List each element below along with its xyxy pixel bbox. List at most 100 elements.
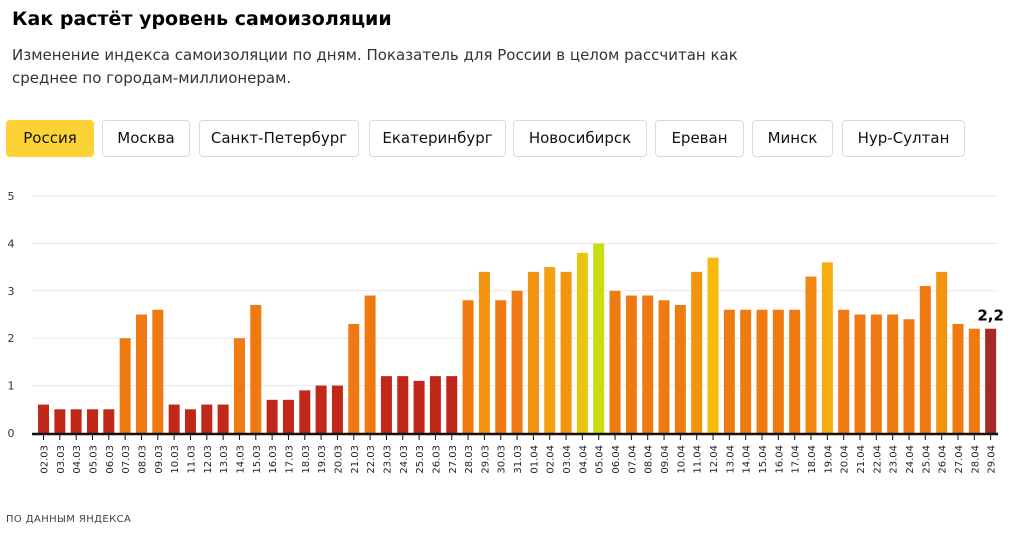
tab-novosibirsk[interactable]: Новосибирск [513, 120, 647, 157]
x-tick-label: 04.03 [72, 445, 83, 474]
x-tick-label: 14.03 [235, 445, 246, 474]
bar [315, 385, 327, 433]
x-tick-label: 09.03 [154, 445, 165, 474]
bar [348, 323, 360, 433]
x-tick-label: 14.04 [742, 445, 753, 474]
x-tick-label: 07.04 [627, 445, 638, 474]
bar [560, 271, 572, 433]
tab-minsk[interactable]: Минск [752, 120, 833, 157]
page-title: Как растёт уровень самоизоляции [12, 8, 392, 30]
tab-yekaterinburg[interactable]: Екатеринбург [369, 120, 506, 157]
tab-russia[interactable]: Россия [6, 120, 94, 157]
bar [838, 309, 850, 433]
bar [282, 399, 294, 433]
x-tick-label: 01.04 [529, 445, 540, 474]
x-tick-label: 29.04 [987, 445, 998, 474]
bar [201, 404, 213, 433]
bar [821, 262, 833, 433]
y-tick-label: 2 [8, 332, 15, 345]
x-tick-label: 18.04 [807, 445, 818, 474]
x-tick-label: 17.04 [791, 445, 802, 474]
x-tick-label: 08.04 [644, 445, 655, 474]
x-tick-label: 22.04 [872, 445, 883, 474]
bar [723, 309, 735, 433]
x-tick-label: 15.04 [758, 445, 769, 474]
x-tick-label: 08.03 [137, 445, 148, 474]
value-annotation: 2,2 [977, 307, 1004, 325]
bar [593, 243, 605, 433]
tab-moscow[interactable]: Москва [102, 120, 190, 157]
x-tick-label: 02.03 [40, 445, 51, 474]
x-tick-label: 02.04 [546, 445, 557, 474]
bar [854, 314, 866, 433]
bar [119, 338, 131, 433]
bar [870, 314, 882, 433]
bar [54, 409, 66, 433]
x-tick-label: 16.04 [774, 445, 785, 474]
bar [691, 271, 703, 433]
x-tick-label: 23.03 [382, 445, 393, 474]
bar [462, 300, 474, 433]
bar [887, 314, 899, 433]
bar [38, 404, 49, 433]
x-tick-label: 18.03 [301, 445, 312, 474]
bar [70, 409, 82, 433]
x-tick-label: 13.03 [219, 445, 230, 474]
tab-nur-sultan[interactable]: Нур-Султан [842, 120, 965, 157]
x-tick-label: 21.03 [350, 445, 361, 474]
x-tick-label: 25.03 [415, 445, 426, 474]
bar [397, 376, 409, 433]
tab-yerevan[interactable]: Ереван [655, 120, 744, 157]
bar [740, 309, 752, 433]
x-tick-label: 15.03 [252, 445, 263, 474]
bar [789, 309, 801, 433]
bar [266, 399, 278, 433]
x-tick-label: 11.04 [693, 445, 704, 474]
x-tick-label: 07.03 [121, 445, 132, 474]
bar [609, 290, 621, 433]
x-tick-label: 20.03 [333, 445, 344, 474]
x-tick-label: 23.04 [889, 445, 900, 474]
bar [380, 376, 392, 433]
bar [250, 305, 262, 433]
x-tick-label: 24.03 [399, 445, 410, 474]
x-tick-label: 06.03 [105, 445, 116, 474]
bar [168, 404, 180, 433]
bar [952, 323, 964, 433]
x-tick-label: 04.04 [578, 445, 589, 474]
bar [299, 390, 311, 433]
x-tick-label: 11.03 [186, 445, 197, 474]
bar [331, 385, 343, 433]
bar [576, 252, 588, 433]
bar [184, 409, 196, 433]
y-tick-label: 4 [8, 237, 15, 250]
bar [429, 376, 441, 433]
bar [903, 319, 915, 433]
x-tick-label: 12.03 [203, 445, 214, 474]
x-tick-label: 17.03 [284, 445, 295, 474]
bar [233, 338, 245, 433]
bar [495, 300, 507, 433]
x-tick-label: 26.04 [938, 445, 949, 474]
bar [805, 276, 817, 433]
tab-saint-petersburg[interactable]: Санкт-Петербург [199, 120, 359, 157]
x-tick-label: 26.03 [431, 445, 442, 474]
y-tick-label: 1 [8, 380, 15, 393]
x-tick-label: 29.03 [480, 445, 491, 474]
self-isolation-bar-chart: 0 1 2 3 4 5 02.03 03.03 04.03 05.03 06.03 07.03 08.0… [8, 190, 1004, 474]
x-tick-label: 22.03 [366, 445, 377, 474]
x-tick-label: 05.04 [595, 445, 606, 474]
page-subtitle: Изменение индекса самоизоляции по дням. … [12, 46, 738, 87]
x-tick-label: 16.03 [268, 445, 279, 474]
y-tick-label: 3 [8, 285, 15, 298]
bar [217, 404, 229, 433]
bar [625, 295, 637, 433]
bar [103, 409, 115, 433]
bar [756, 309, 768, 433]
data-source-note: ПО ДАННЫМ ЯНДЕКСА [6, 514, 132, 525]
x-tick-label: 03.04 [562, 445, 573, 474]
bar [413, 380, 425, 433]
x-tick-label: 30.03 [497, 445, 508, 474]
bar [919, 286, 931, 433]
bar [364, 295, 376, 433]
